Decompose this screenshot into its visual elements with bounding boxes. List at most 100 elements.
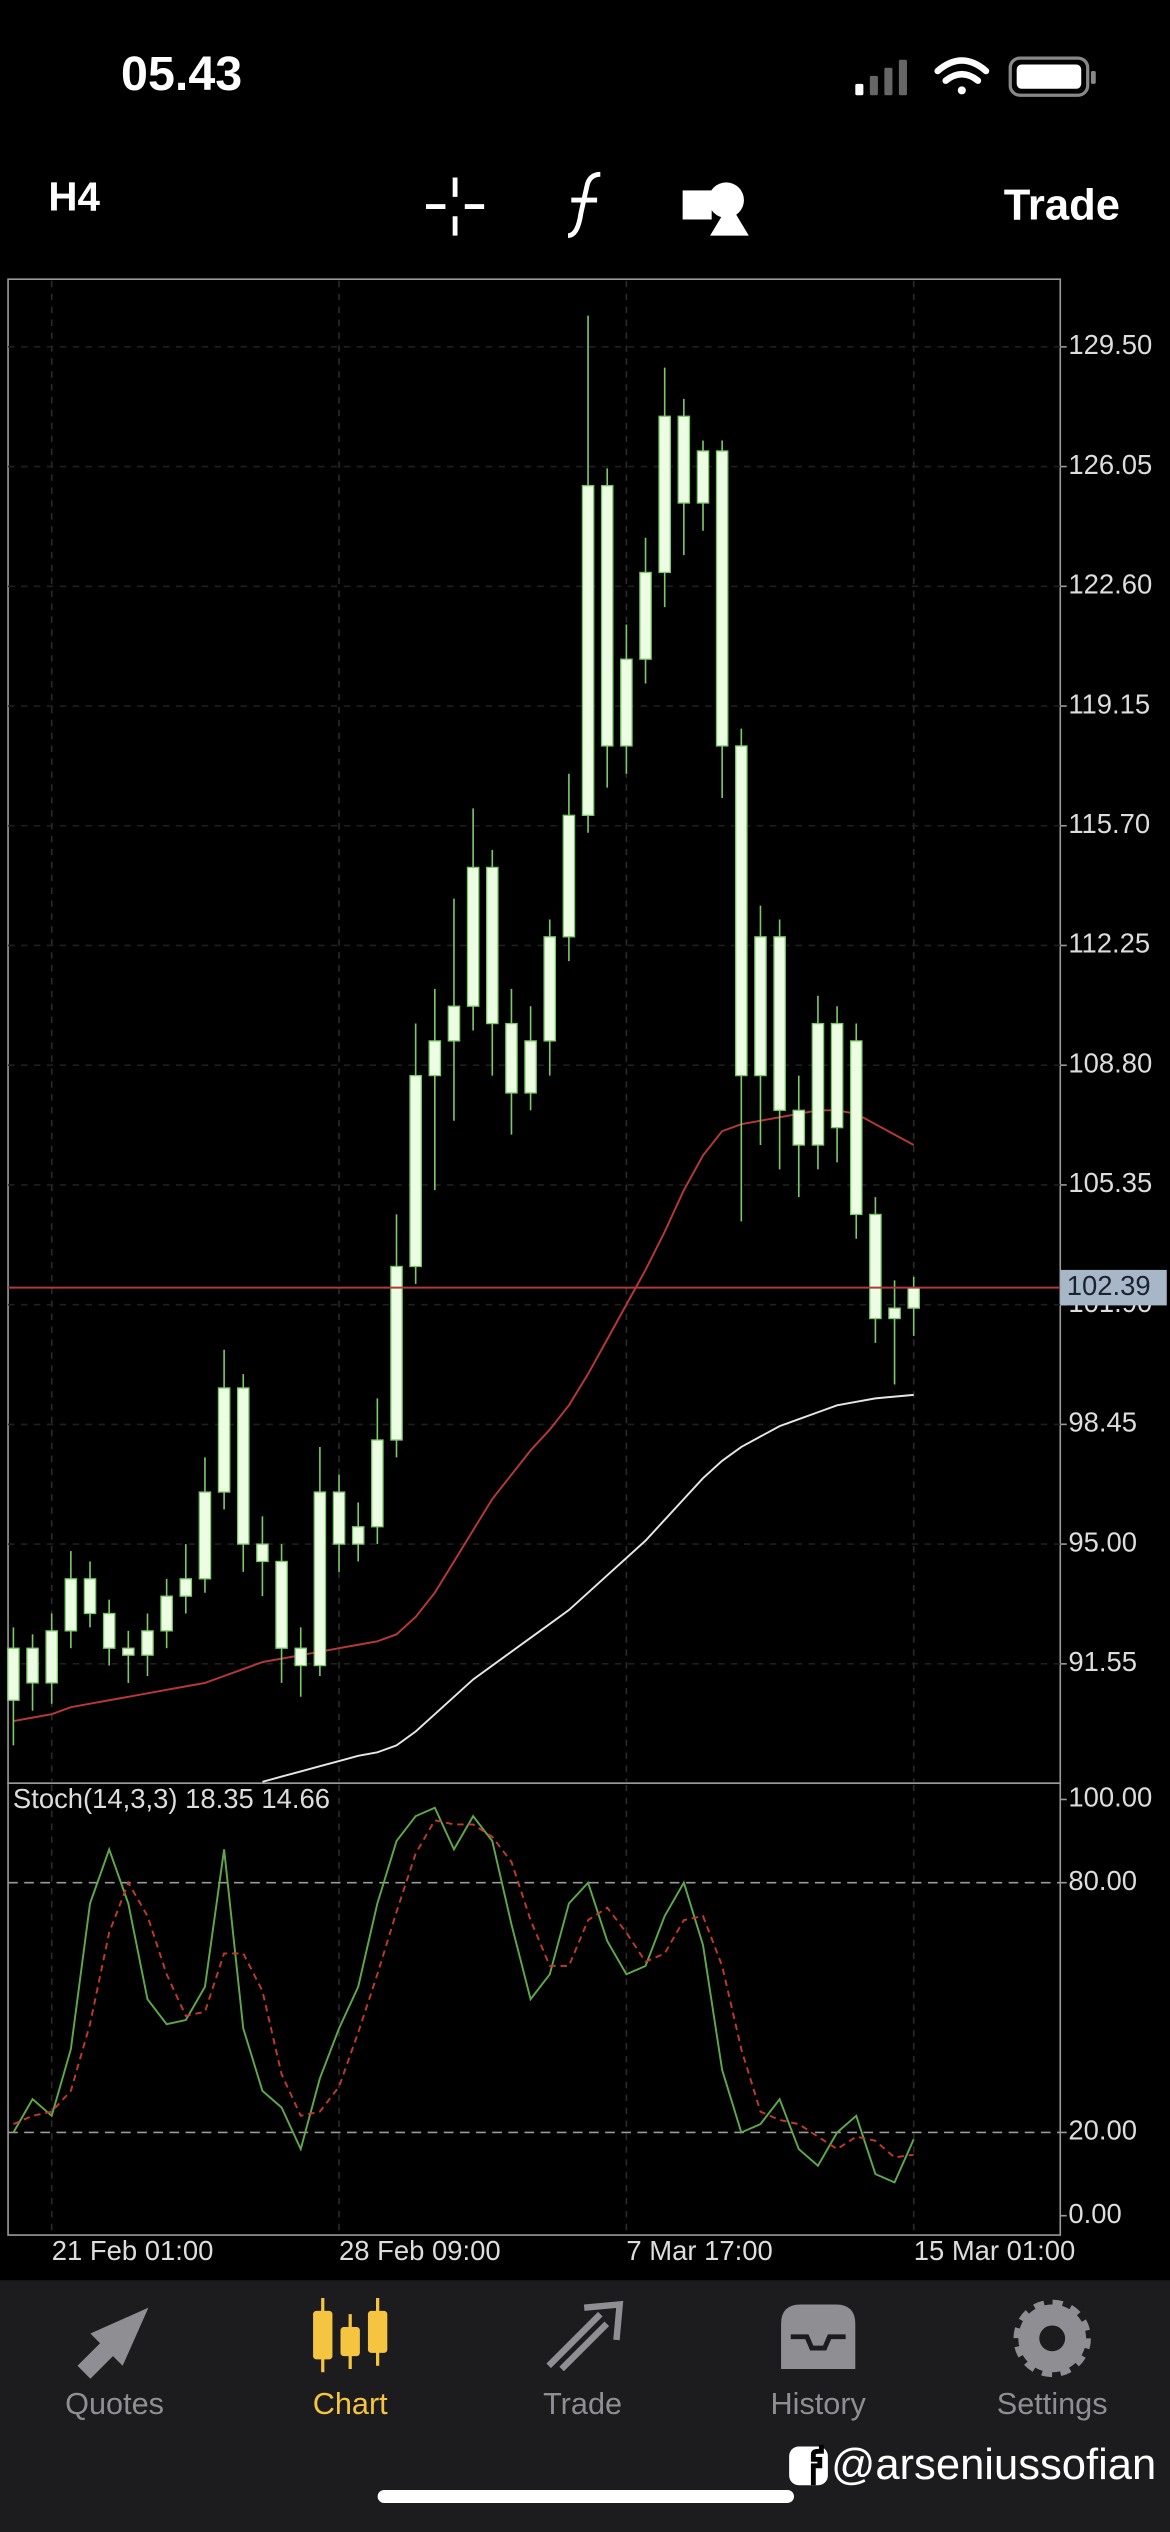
trade-icon[interactable]	[546, 2300, 624, 2372]
trade-button[interactable]: Trade	[1004, 182, 1120, 230]
candle-body	[792, 1109, 806, 1146]
moving-average	[13, 1109, 915, 1723]
watermark: @arseniussofian	[831, 2441, 1156, 2489]
candle-body	[294, 1647, 308, 1667]
candle-body	[236, 1387, 250, 1545]
x-tick-label: 21 Feb 01:00	[52, 2235, 214, 2266]
y-tick-label: 91.55	[1068, 1646, 1137, 1677]
y-tick-label: 0.00	[1068, 2198, 1121, 2229]
y-tick-label: 122.60	[1068, 569, 1152, 600]
candle-body	[217, 1387, 231, 1493]
candle-body	[754, 936, 767, 1077]
chart-icon[interactable]	[313, 2298, 388, 2373]
indicator-title: Stoch(14,3,3) 18.35 14.66	[13, 1783, 330, 1814]
candle-body	[256, 1543, 269, 1563]
candle-body	[581, 485, 595, 816]
last-price-box	[1060, 1269, 1167, 1306]
candle-body	[198, 1491, 212, 1580]
candle-body	[600, 485, 614, 747]
candle-body	[83, 1578, 97, 1615]
indicators-button[interactable]	[567, 171, 601, 239]
candle-body	[639, 571, 652, 660]
tab-label[interactable]: Trade	[543, 2387, 622, 2421]
candle-body	[677, 415, 691, 504]
moving-average	[262, 1393, 914, 1783]
candle-body	[715, 450, 729, 747]
y-tick-label: 115.70	[1068, 808, 1150, 839]
y-tick-label: 20.00	[1068, 2115, 1137, 2146]
timeframe-button[interactable]: H4	[48, 174, 100, 220]
candle-body	[888, 1307, 901, 1320]
y-tick-label: 119.15	[1068, 688, 1150, 719]
candle-body	[390, 1265, 403, 1441]
candle-body	[371, 1439, 384, 1528]
price-panel	[7, 278, 1062, 1785]
candle-body	[409, 1074, 422, 1268]
stochastic-panel	[7, 1782, 1062, 2236]
crosshair-button[interactable]	[426, 177, 485, 236]
candle-body	[543, 936, 557, 1042]
y-tick-label: 98.45	[1068, 1407, 1137, 1438]
candle-body	[45, 1630, 58, 1684]
candle-body	[26, 1647, 39, 1684]
candle-body	[466, 866, 480, 1007]
candle-body	[275, 1560, 288, 1649]
home-indicator	[377, 2490, 794, 2503]
history-icon[interactable]	[781, 2304, 856, 2370]
candle-body	[102, 1612, 116, 1649]
tab-label[interactable]: Settings	[997, 2387, 1108, 2421]
signal-icon	[855, 59, 907, 96]
tab-label[interactable]: Chart	[313, 2387, 388, 2421]
candle-body	[811, 1022, 825, 1146]
candle-body	[849, 1040, 863, 1216]
candle-body	[869, 1213, 882, 1320]
stochastic-line	[12, 1806, 915, 2184]
facebook-icon	[789, 2446, 828, 2486]
candle-body	[505, 1022, 518, 1094]
candle-body	[64, 1578, 78, 1632]
candle-body	[773, 936, 786, 1111]
tab-label[interactable]: History	[770, 2387, 866, 2421]
candle-body	[351, 1526, 365, 1545]
y-tick-label: 95.00	[1068, 1526, 1137, 1557]
x-tick-label: 28 Feb 09:00	[339, 2235, 501, 2266]
battery-icon	[1008, 56, 1096, 97]
last-price-label: 102.39	[1067, 1270, 1151, 1301]
x-tick-label: 7 Mar 17:00	[626, 2235, 772, 2266]
candle-body	[141, 1630, 154, 1656]
candle-body	[562, 814, 576, 938]
candle-body	[428, 1040, 442, 1077]
wifi-icon	[934, 57, 990, 95]
candle-body	[447, 1005, 461, 1042]
candle-body	[179, 1578, 193, 1597]
candle-body	[830, 1022, 844, 1129]
tab-label[interactable]: Quotes	[65, 2387, 164, 2421]
candle-body	[122, 1647, 135, 1656]
candle-body	[658, 415, 671, 574]
stochastic-line	[13, 1819, 914, 2159]
candle-body	[735, 745, 748, 1077]
candle-body	[313, 1491, 327, 1667]
y-tick-label: 129.50	[1068, 329, 1152, 360]
y-tick-label: 108.80	[1068, 1047, 1152, 1078]
candle-body	[332, 1491, 346, 1545]
candle-body	[696, 450, 710, 504]
candle-body	[620, 658, 633, 747]
candle-body	[7, 1647, 20, 1701]
y-tick-label: 112.25	[1068, 928, 1150, 959]
y-tick-label: 126.05	[1068, 449, 1152, 480]
x-tick-label: 15 Mar 01:00	[914, 2235, 1076, 2266]
y-tick-label: 80.00	[1068, 1865, 1137, 1896]
candle-body	[160, 1595, 173, 1632]
objects-button[interactable]	[682, 182, 749, 236]
settings-icon[interactable]	[1013, 2299, 1091, 2378]
clock: 05.43	[121, 47, 242, 101]
y-tick-label: 100.00	[1068, 1782, 1152, 1813]
quotes-icon[interactable]	[77, 2307, 149, 2379]
y-tick-label: 105.35	[1068, 1167, 1152, 1198]
facebook-glyph	[810, 2444, 824, 2486]
candle-body	[907, 1287, 921, 1309]
